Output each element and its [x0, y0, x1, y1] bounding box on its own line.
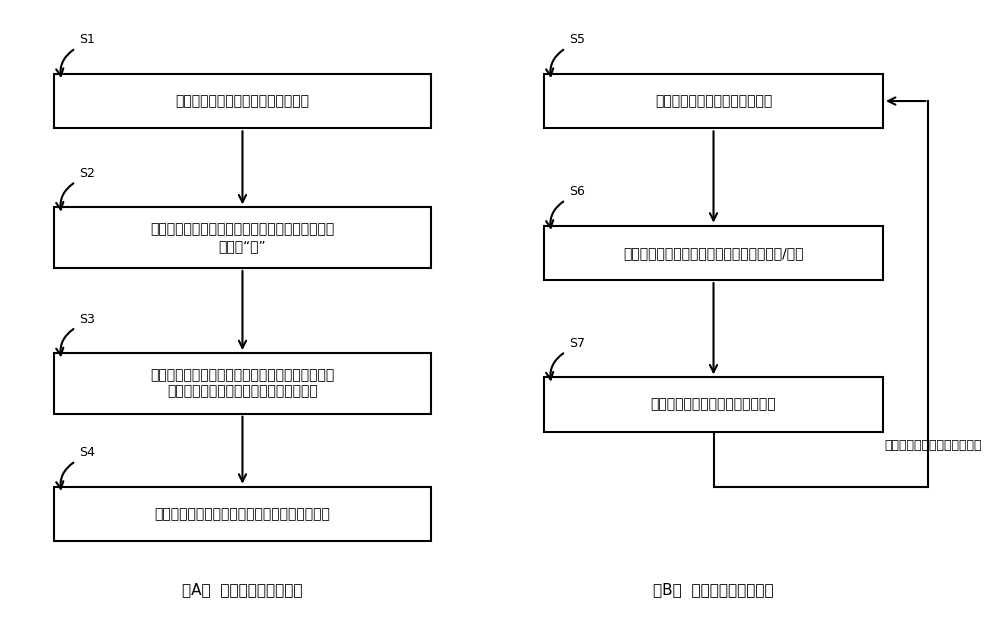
FancyBboxPatch shape	[544, 378, 883, 432]
Text: 确定主岛（包含根馈线段或电源点），并基于宽度
优先搜索确定其他从岛到主岛的最短距离: 确定主岛（包含根馈线段或电源点），并基于宽度 优先搜索确定其他从岛到主岛的最短距…	[150, 368, 335, 399]
Text: 修改模型抽取条件，重新抽取: 修改模型抽取条件，重新抽取	[884, 439, 982, 452]
Text: S1: S1	[79, 34, 95, 47]
Text: 根据从岛数量及最短距离，初步确定模型连通性: 根据从岛数量及最短距离，初步确定模型连通性	[155, 507, 330, 521]
Text: S6: S6	[569, 185, 585, 198]
Text: （A）  层次聚类分析流程图: （A） 层次聚类分析流程图	[182, 582, 303, 597]
Text: （B）  拓扑抽取分析流程图: （B） 拓扑抽取分析流程图	[653, 582, 774, 597]
Text: 根据可视化结果，确定模型连通性: 根据可视化结果，确定模型连通性	[651, 397, 776, 412]
FancyBboxPatch shape	[54, 207, 431, 268]
FancyBboxPatch shape	[54, 353, 431, 414]
FancyBboxPatch shape	[54, 74, 431, 129]
Text: 基于拓扑关系抽取配网单线模型: 基于拓扑关系抽取配网单线模型	[655, 94, 772, 108]
Text: 根据抽取的单线模型，进行一般化图形布局/布线: 根据抽取的单线模型，进行一般化图形布局/布线	[623, 246, 804, 260]
Text: 根据抽取的配网模型，以节点连通性进行聚类，形
成各个“岛”: 根据抽取的配网模型，以节点连通性进行聚类，形 成各个“岛”	[150, 222, 335, 253]
Text: S5: S5	[569, 34, 585, 47]
FancyBboxPatch shape	[544, 225, 883, 280]
Text: S7: S7	[569, 337, 585, 350]
FancyBboxPatch shape	[544, 74, 883, 129]
Text: S3: S3	[79, 313, 95, 325]
FancyBboxPatch shape	[54, 487, 431, 542]
Text: S4: S4	[79, 446, 95, 460]
Text: 基于馈线层次关系抽取配网单线模型: 基于馈线层次关系抽取配网单线模型	[175, 94, 309, 108]
Text: S2: S2	[79, 167, 95, 180]
